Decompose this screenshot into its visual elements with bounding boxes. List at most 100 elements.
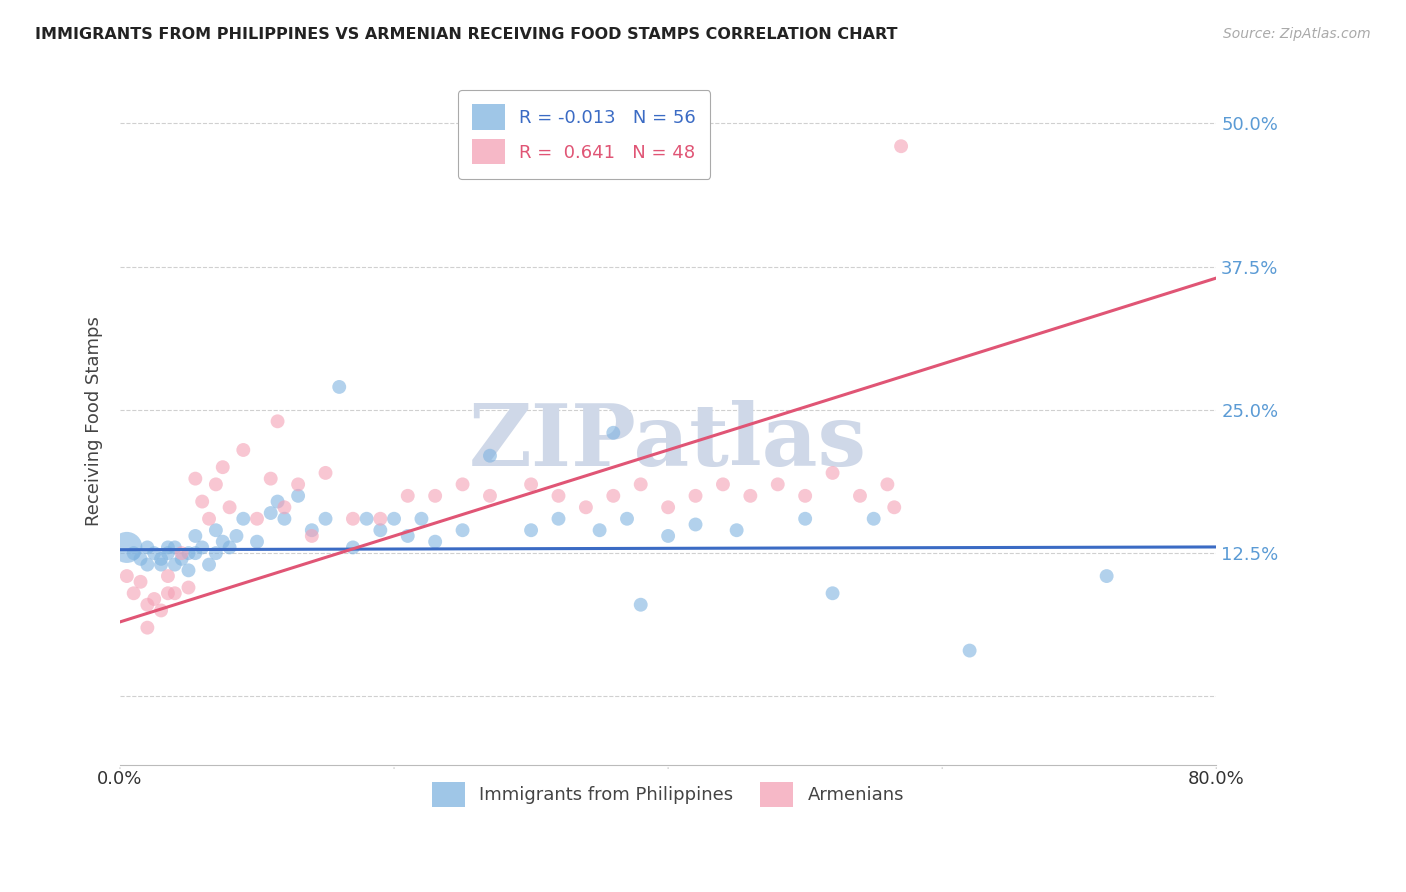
Point: [266, 414, 288, 428]
Point: [794, 489, 817, 503]
Point: [191, 494, 214, 508]
Point: [198, 558, 221, 572]
Point: [156, 586, 179, 600]
Point: [396, 489, 419, 503]
Point: [211, 460, 233, 475]
Point: [342, 512, 364, 526]
Point: [547, 489, 569, 503]
Point: [156, 569, 179, 583]
Point: [260, 472, 283, 486]
Point: [115, 569, 138, 583]
Point: [273, 500, 295, 515]
Point: [588, 523, 610, 537]
Point: [616, 512, 638, 526]
Point: [711, 477, 734, 491]
Point: [287, 477, 309, 491]
Point: [356, 512, 378, 526]
Point: [218, 541, 240, 555]
Point: [370, 512, 392, 526]
Point: [177, 581, 200, 595]
Point: [129, 552, 152, 566]
Point: [184, 472, 207, 486]
Point: [575, 500, 598, 515]
Point: [170, 546, 193, 560]
Point: [184, 529, 207, 543]
Point: [163, 586, 186, 600]
Point: [396, 529, 419, 543]
Point: [163, 558, 186, 572]
Y-axis label: Receiving Food Stamps: Receiving Food Stamps: [86, 317, 103, 526]
Point: [198, 512, 221, 526]
Point: [301, 529, 323, 543]
Point: [794, 512, 817, 526]
Point: [657, 529, 679, 543]
Point: [630, 598, 652, 612]
Point: [451, 477, 474, 491]
Point: [342, 541, 364, 555]
Point: [246, 534, 269, 549]
Point: [205, 523, 228, 537]
Point: [260, 506, 283, 520]
Point: [205, 477, 228, 491]
Point: [520, 523, 543, 537]
Point: [602, 425, 624, 440]
Point: [382, 512, 405, 526]
Point: [685, 489, 707, 503]
Point: [205, 546, 228, 560]
Point: [883, 500, 905, 515]
Point: [849, 489, 872, 503]
Point: [156, 546, 179, 560]
Point: [136, 558, 159, 572]
Point: [411, 512, 433, 526]
Point: [890, 139, 912, 153]
Point: [122, 546, 145, 560]
Point: [136, 541, 159, 555]
Point: [451, 523, 474, 537]
Point: [115, 541, 138, 555]
Text: Source: ZipAtlas.com: Source: ZipAtlas.com: [1223, 27, 1371, 41]
Point: [273, 512, 295, 526]
Point: [821, 586, 844, 600]
Point: [315, 512, 337, 526]
Point: [725, 523, 748, 537]
Point: [156, 541, 179, 555]
Legend: Immigrants from Philippines, Armenians: Immigrants from Philippines, Armenians: [425, 774, 911, 814]
Point: [602, 489, 624, 503]
Point: [150, 603, 173, 617]
Point: [740, 489, 762, 503]
Point: [143, 546, 166, 560]
Point: [232, 442, 254, 457]
Point: [1095, 569, 1118, 583]
Point: [150, 558, 173, 572]
Point: [287, 489, 309, 503]
Point: [685, 517, 707, 532]
Point: [143, 592, 166, 607]
Point: [315, 466, 337, 480]
Point: [370, 523, 392, 537]
Point: [630, 477, 652, 491]
Point: [191, 541, 214, 555]
Point: [959, 643, 981, 657]
Point: [520, 477, 543, 491]
Point: [211, 534, 233, 549]
Point: [170, 552, 193, 566]
Point: [177, 563, 200, 577]
Text: ZIPatlas: ZIPatlas: [470, 400, 868, 484]
Point: [478, 449, 501, 463]
Point: [876, 477, 898, 491]
Point: [478, 489, 501, 503]
Point: [163, 541, 186, 555]
Point: [301, 523, 323, 537]
Point: [766, 477, 789, 491]
Text: IMMIGRANTS FROM PHILIPPINES VS ARMENIAN RECEIVING FOOD STAMPS CORRELATION CHART: IMMIGRANTS FROM PHILIPPINES VS ARMENIAN …: [35, 27, 897, 42]
Point: [246, 512, 269, 526]
Point: [136, 598, 159, 612]
Point: [657, 500, 679, 515]
Point: [177, 546, 200, 560]
Point: [184, 546, 207, 560]
Point: [547, 512, 569, 526]
Point: [862, 512, 884, 526]
Point: [218, 500, 240, 515]
Point: [150, 552, 173, 566]
Point: [821, 466, 844, 480]
